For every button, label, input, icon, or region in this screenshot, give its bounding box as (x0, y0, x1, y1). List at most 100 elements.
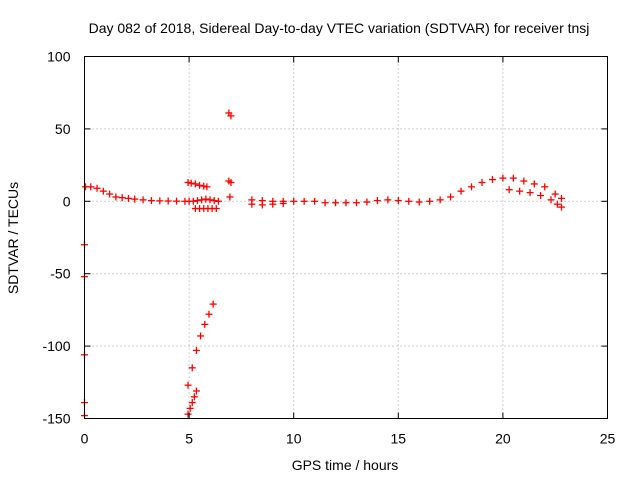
data-point (547, 196, 555, 204)
data-point (139, 196, 147, 204)
axis-ticks (84, 56, 608, 419)
data-point (248, 200, 256, 208)
tick-labels: 0 5 10 15 20 25 -150 -100 -50 0 50 100 (42, 49, 615, 447)
data-point (478, 178, 486, 186)
data-point (384, 196, 392, 204)
data-point (505, 186, 513, 194)
x-tick-label: 25 (600, 431, 616, 447)
data-point (457, 187, 465, 195)
data-point (300, 197, 308, 205)
data-point (209, 300, 217, 308)
x-tick-label: 0 (81, 431, 89, 447)
x-axis-label: GPS time / hours (292, 457, 399, 473)
x-tick-label: 20 (495, 431, 511, 447)
data-point (164, 197, 172, 205)
data-point (201, 320, 209, 328)
data-point (227, 112, 235, 120)
data-point (488, 176, 496, 184)
x-tick-label: 15 (391, 431, 407, 447)
data-point (184, 178, 192, 186)
data-point (196, 181, 204, 189)
data-point (269, 200, 277, 208)
data-point (184, 410, 192, 418)
data-point (93, 184, 101, 192)
data-point (415, 198, 423, 206)
data-point (557, 194, 565, 202)
data-point (557, 203, 565, 211)
data-point (363, 198, 371, 206)
data-point (520, 177, 528, 185)
data-point (279, 199, 287, 207)
data-point (206, 196, 214, 204)
data-point (227, 178, 235, 186)
data-point (173, 197, 181, 205)
data-point (99, 187, 107, 195)
data-point (212, 205, 220, 213)
data-point (426, 197, 434, 205)
data-point (118, 194, 126, 202)
data-point (516, 187, 524, 195)
data-point (553, 200, 561, 208)
data-point (394, 197, 402, 205)
data-point (342, 199, 350, 207)
data-point (290, 197, 298, 205)
chart-title: Day 082 of 2018, Sidereal Day-to-day VTE… (89, 20, 590, 36)
plot-frame (84, 56, 608, 419)
data-point (332, 199, 340, 207)
y-tick-label: 50 (55, 121, 71, 137)
data-point (258, 201, 266, 209)
data-point (352, 199, 360, 207)
data-point (205, 310, 213, 318)
data-point (106, 190, 114, 198)
y-axis-label: SDTVAR / TECUs (5, 182, 21, 294)
y-tick-label: -100 (42, 338, 70, 354)
data-point (188, 399, 196, 407)
data-point (192, 346, 200, 354)
data-point (200, 182, 208, 190)
data-points (81, 109, 565, 420)
data-point (509, 174, 517, 182)
data-point (541, 183, 549, 191)
data-point (193, 197, 201, 205)
data-point (226, 193, 234, 201)
data-point (436, 196, 444, 204)
y-tick-label: -50 (50, 266, 70, 282)
data-point (188, 364, 196, 372)
data-point (311, 197, 319, 205)
data-point (530, 180, 538, 188)
data-point (156, 197, 164, 205)
data-point (192, 387, 200, 395)
data-point (191, 180, 199, 188)
data-point (321, 199, 329, 207)
data-point (373, 197, 381, 205)
data-point (447, 193, 455, 201)
data-point (197, 332, 205, 340)
data-point (210, 197, 218, 205)
data-point (203, 183, 211, 191)
data-point (187, 179, 195, 187)
data-point (87, 183, 95, 191)
data-point (186, 404, 194, 412)
data-point (537, 192, 545, 200)
y-tick-label: -150 (42, 411, 70, 427)
data-point (405, 197, 413, 205)
data-point (551, 190, 559, 198)
x-tick-label: 10 (286, 431, 302, 447)
data-point (202, 195, 210, 203)
data-point (190, 393, 198, 401)
data-point (499, 174, 507, 182)
y-tick-label: 100 (47, 49, 71, 65)
grid-lines (84, 56, 608, 419)
data-point (124, 194, 132, 202)
data-point (147, 197, 155, 205)
data-point (112, 193, 120, 201)
data-point (198, 196, 206, 204)
data-point (131, 195, 139, 203)
data-point (184, 381, 192, 389)
data-point (214, 197, 222, 205)
data-point (189, 197, 197, 205)
x-tick-label: 5 (185, 431, 193, 447)
y-tick-label: 0 (63, 193, 71, 209)
data-point (526, 189, 534, 197)
